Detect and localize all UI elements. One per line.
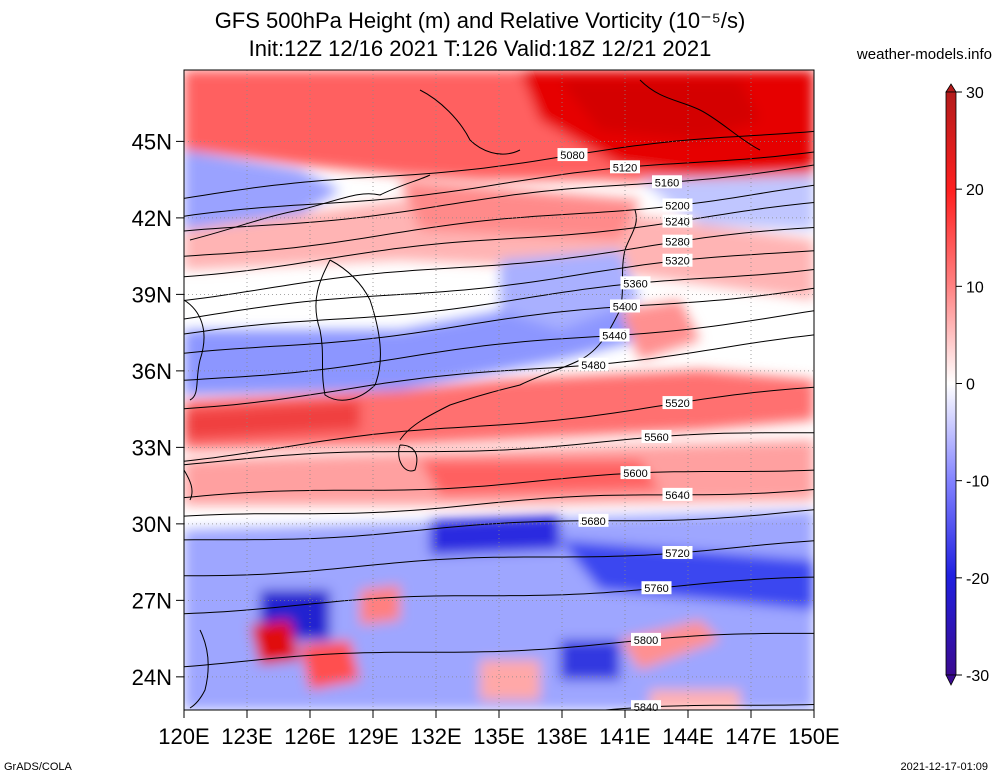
site-credit: weather-models.info bbox=[856, 46, 992, 63]
contour-label-bg bbox=[599, 328, 630, 342]
lon-label: 135E bbox=[473, 724, 524, 749]
lon-axis: 120E 123E 126E 129E 132E 135E 138E 141E 144E 147E… bbox=[158, 710, 840, 749]
footer-timestamp: 2021-12-17-01:09 bbox=[900, 761, 988, 773]
contour-label-bg bbox=[662, 545, 693, 559]
height-contour bbox=[184, 509, 814, 541]
lon-label: 123E bbox=[221, 724, 272, 749]
height-contour bbox=[184, 632, 814, 668]
colorbar-label: -20 bbox=[966, 571, 989, 588]
contour-label-bg bbox=[662, 487, 693, 501]
height-contour bbox=[184, 184, 814, 257]
contour-label: 5640 bbox=[665, 490, 689, 502]
contour-label: 5120 bbox=[613, 162, 637, 174]
lon-label: 141E bbox=[599, 724, 650, 749]
height-contour bbox=[184, 202, 814, 278]
contour-label-bg bbox=[662, 253, 693, 267]
contour-label: 5200 bbox=[665, 200, 689, 212]
contour-label: 5840 bbox=[634, 702, 658, 714]
contour-label-bg bbox=[662, 396, 693, 410]
lon-label: 129E bbox=[347, 724, 398, 749]
lat-label: 33N bbox=[132, 435, 172, 460]
height-contour bbox=[184, 334, 814, 410]
height-contour bbox=[184, 164, 814, 232]
contour-label-bg bbox=[578, 357, 609, 371]
contour-label: 5800 bbox=[634, 635, 658, 647]
contour-label: 5680 bbox=[581, 516, 605, 528]
contour-label: 5240 bbox=[665, 217, 689, 229]
contour-label-bg bbox=[652, 175, 682, 189]
contour-label-bg bbox=[641, 581, 672, 595]
grid-dotted bbox=[184, 70, 814, 710]
height-contour bbox=[184, 287, 814, 354]
lon-label: 138E bbox=[536, 724, 587, 749]
contour-label-bg bbox=[631, 632, 661, 646]
contour-label: 5560 bbox=[644, 432, 668, 444]
lat-label: 36N bbox=[132, 359, 172, 384]
contour-label-bg bbox=[610, 299, 640, 313]
colorbar-label: 0 bbox=[966, 377, 975, 394]
height-contour bbox=[184, 151, 814, 217]
contour-label-bg bbox=[620, 466, 651, 480]
lat-label: 24N bbox=[132, 665, 172, 690]
height-contour bbox=[184, 576, 814, 615]
contour-label-bg bbox=[557, 148, 588, 162]
contour-label-bg bbox=[662, 234, 693, 248]
lat-label: 45N bbox=[132, 129, 172, 154]
colorbar-label: 30 bbox=[966, 85, 984, 102]
height-contour bbox=[184, 310, 814, 381]
lon-label: 132E bbox=[410, 724, 461, 749]
map-title-line-1: GFS 500hPa Height (m) and Relative Vorti… bbox=[214, 8, 746, 33]
lat-label: 27N bbox=[132, 588, 172, 613]
lat-label: 30N bbox=[132, 512, 172, 537]
colorbar-label: -30 bbox=[966, 668, 989, 685]
lat-label: 39N bbox=[132, 282, 172, 307]
contour-label-bg bbox=[620, 276, 651, 290]
lon-label: 150E bbox=[788, 724, 839, 749]
contour-label: 5600 bbox=[623, 468, 647, 480]
colorbar: 30 20 10 0 -10 -20 -30 bbox=[945, 83, 989, 686]
contour-label-bg bbox=[641, 429, 672, 443]
footer-software: GrADS/COLA bbox=[4, 761, 72, 773]
lat-label: 42N bbox=[132, 206, 172, 231]
contour-label: 5480 bbox=[581, 360, 605, 372]
height-contour bbox=[184, 540, 814, 577]
map-title-line-2: Init:12Z 12/16 2021 T:126 Valid:18Z 12/2… bbox=[248, 36, 712, 61]
contour-label: 5440 bbox=[602, 331, 626, 343]
height-contour bbox=[599, 704, 814, 710]
height-contour bbox=[184, 386, 814, 462]
lon-label: 120E bbox=[158, 724, 209, 749]
contour-label: 5760 bbox=[644, 583, 668, 595]
contour-label: 5320 bbox=[665, 256, 689, 268]
colorbar-label: -10 bbox=[966, 474, 989, 491]
contour-label: 5400 bbox=[613, 301, 637, 313]
lon-label: 147E bbox=[725, 724, 776, 749]
contour-label: 5720 bbox=[665, 548, 689, 560]
contour-label: 5160 bbox=[655, 177, 679, 189]
lon-label: 126E bbox=[284, 724, 335, 749]
contour-label-bg bbox=[662, 198, 693, 212]
height-contour bbox=[184, 227, 814, 301]
colorbar-label: 10 bbox=[966, 279, 984, 296]
lat-axis: 45N 42N 39N 36N 33N 30N 27N 24N bbox=[132, 129, 184, 690]
contour-label: 5520 bbox=[665, 398, 689, 410]
contour-label: 5080 bbox=[560, 150, 584, 162]
lon-label: 144E bbox=[662, 724, 713, 749]
contour-label: 5280 bbox=[665, 237, 689, 249]
height-contour bbox=[184, 469, 814, 499]
vorticity-field bbox=[184, 70, 814, 710]
colorbar-label: 20 bbox=[966, 182, 984, 199]
contour-label: 5360 bbox=[623, 278, 647, 290]
